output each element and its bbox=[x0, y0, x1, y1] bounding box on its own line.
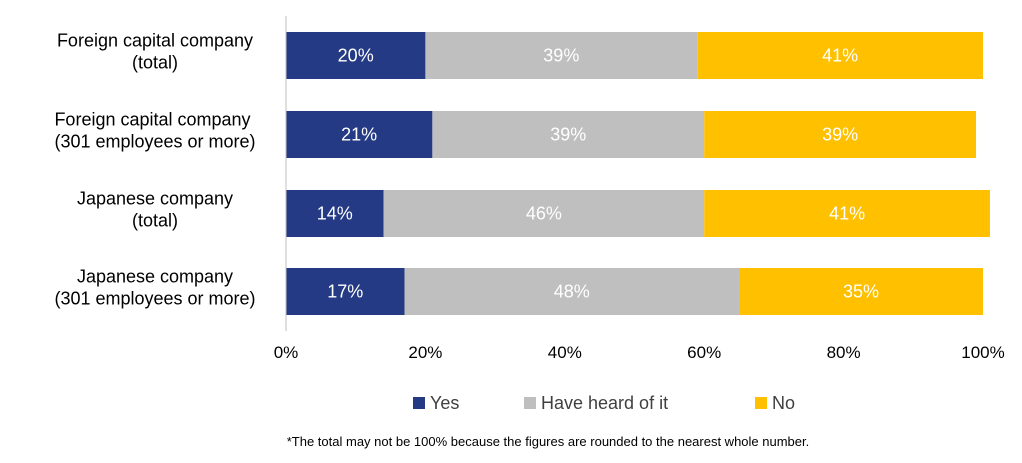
x-tick-label: 0% bbox=[274, 343, 299, 362]
legend-label: Have heard of it bbox=[541, 393, 668, 413]
legend-swatch bbox=[413, 397, 425, 409]
category-label-line: Foreign capital company bbox=[54, 110, 255, 130]
data-label: 35% bbox=[843, 282, 879, 302]
legend: Yes Have heard of it No bbox=[413, 393, 795, 413]
x-tick-label: 20% bbox=[408, 343, 442, 362]
x-tick-label: 40% bbox=[548, 343, 582, 362]
legend-label: Yes bbox=[430, 393, 459, 413]
data-label: 21% bbox=[341, 125, 377, 145]
bar-segment bbox=[704, 111, 977, 158]
x-tick-label: 100% bbox=[961, 343, 1004, 362]
data-label: 41% bbox=[822, 46, 858, 66]
bar-segment bbox=[432, 111, 705, 158]
bar-segment bbox=[739, 268, 983, 315]
category-label-line: (301 employees or more) bbox=[54, 132, 255, 152]
data-label: 17% bbox=[327, 282, 363, 302]
category-labels: Foreign capital company (total)Foreign ca… bbox=[54, 31, 255, 309]
x-axis-ticks: 0% 20% 40% 60% 80% 100% bbox=[274, 343, 1005, 362]
category-label: Japanese company (total) bbox=[77, 189, 233, 231]
category-label: Japanese company (301 employees or more) bbox=[54, 267, 255, 309]
x-tick-label: 80% bbox=[827, 343, 861, 362]
bar-segment bbox=[286, 111, 433, 158]
x-tick-label: 60% bbox=[687, 343, 721, 362]
legend-swatch bbox=[755, 397, 767, 409]
data-label: 14% bbox=[317, 204, 353, 224]
bar-segment bbox=[425, 32, 698, 79]
category-label-line: (301 employees or more) bbox=[54, 289, 255, 309]
bar-segment bbox=[697, 32, 983, 79]
bar-segment bbox=[286, 190, 384, 237]
category-label: Foreign capital company (301 employees o… bbox=[54, 110, 255, 152]
category-label-line: Japanese company bbox=[77, 189, 233, 209]
data-label: 39% bbox=[543, 46, 579, 66]
data-label: 39% bbox=[822, 125, 858, 145]
bars: 20% 39% 41% 21% 39% 39% 14% 46% 41% 17% 48% 35% bbox=[286, 32, 990, 315]
category-label-line: (total) bbox=[132, 211, 178, 231]
data-label: 46% bbox=[526, 204, 562, 224]
legend-label: No bbox=[772, 393, 795, 413]
category-label: Foreign capital company (total) bbox=[57, 31, 253, 73]
bar-segment bbox=[383, 190, 705, 237]
data-label: 48% bbox=[554, 282, 590, 302]
data-label: 20% bbox=[338, 46, 374, 66]
category-label-line: (total) bbox=[132, 53, 178, 73]
data-label: 39% bbox=[550, 125, 586, 145]
bar-segment bbox=[286, 32, 426, 79]
bar-segment bbox=[286, 268, 405, 315]
bar-segment bbox=[404, 268, 740, 315]
data-label: 41% bbox=[829, 204, 865, 224]
legend-swatch bbox=[524, 397, 536, 409]
category-label-line: Japanese company bbox=[77, 267, 233, 287]
footnote: *The total may not be 100% because the f… bbox=[287, 434, 810, 449]
category-label-line: Foreign capital company bbox=[57, 31, 253, 51]
bar-segment bbox=[704, 190, 990, 237]
